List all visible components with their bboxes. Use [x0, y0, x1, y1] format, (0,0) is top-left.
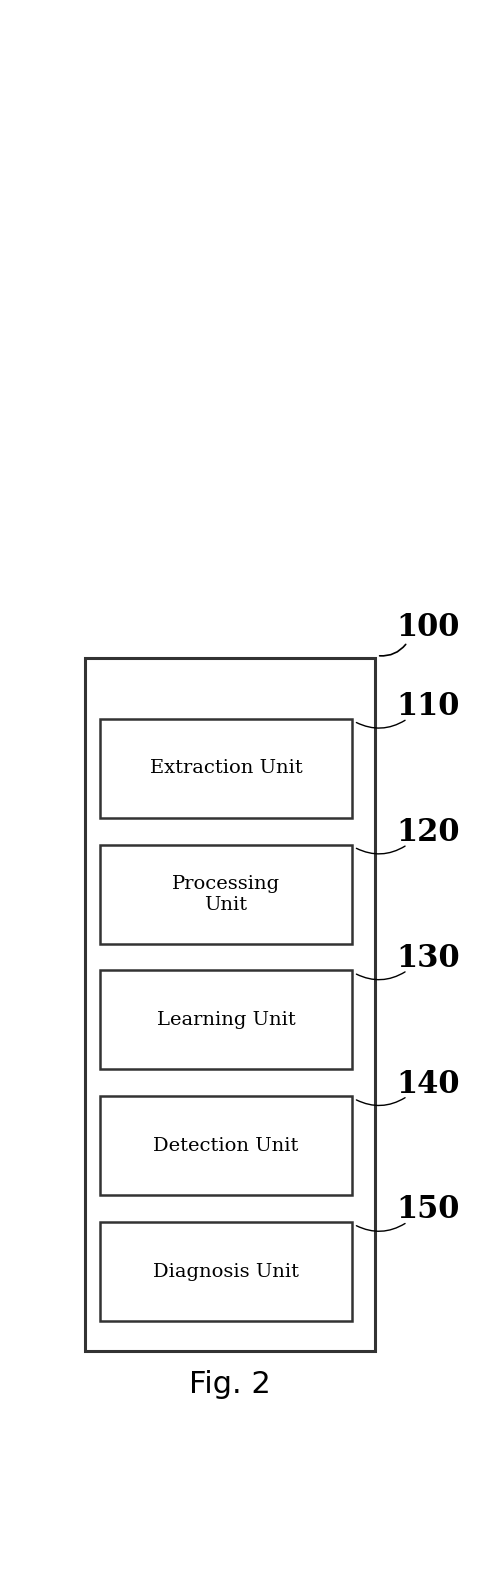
Bar — [100, 719, 352, 818]
Text: Fig. 2: Fig. 2 — [189, 1370, 271, 1398]
Text: 140: 140 — [397, 1068, 460, 1100]
Text: 100: 100 — [397, 611, 460, 643]
Text: 120: 120 — [397, 817, 460, 848]
Text: 150: 150 — [397, 1194, 460, 1226]
Text: Extraction Unit: Extraction Unit — [149, 760, 302, 777]
Text: 110: 110 — [397, 690, 460, 722]
Text: Processing
Unit: Processing Unit — [172, 875, 280, 913]
Bar — [100, 970, 352, 1070]
Bar — [85, 657, 375, 1351]
Text: Detection Unit: Detection Unit — [153, 1136, 299, 1155]
Bar — [100, 1097, 352, 1194]
Text: Diagnosis Unit: Diagnosis Unit — [153, 1262, 299, 1280]
Text: Learning Unit: Learning Unit — [157, 1011, 295, 1029]
Text: 130: 130 — [396, 943, 460, 973]
Bar — [100, 845, 352, 943]
Bar — [100, 1221, 352, 1321]
